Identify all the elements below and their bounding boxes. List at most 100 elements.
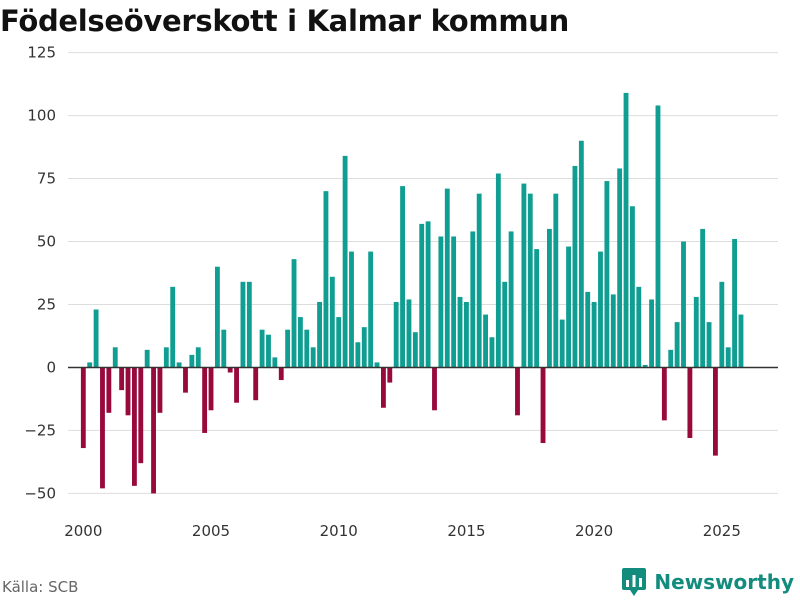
bar[interactable] <box>266 334 271 368</box>
bar[interactable] <box>380 367 386 408</box>
bar[interactable] <box>572 165 578 368</box>
bar[interactable] <box>329 276 335 368</box>
bar[interactable] <box>642 364 648 368</box>
bar[interactable] <box>272 357 278 368</box>
bar[interactable] <box>457 296 463 368</box>
bar[interactable] <box>700 228 706 368</box>
bar[interactable] <box>259 329 265 368</box>
bar[interactable] <box>323 191 329 368</box>
bar[interactable] <box>451 236 457 368</box>
bar[interactable] <box>674 322 680 368</box>
bar[interactable] <box>183 367 188 393</box>
bar[interactable] <box>598 251 603 368</box>
bar[interactable] <box>508 231 514 368</box>
brand-logo[interactable]: Newsworthy <box>622 568 794 596</box>
bar[interactable] <box>349 251 354 368</box>
bar[interactable] <box>732 238 738 368</box>
bar[interactable] <box>489 337 495 368</box>
bar[interactable] <box>151 367 156 494</box>
bar[interactable] <box>432 367 437 411</box>
bar[interactable] <box>668 349 674 368</box>
bar[interactable] <box>387 367 393 383</box>
bar[interactable] <box>100 367 105 489</box>
bar[interactable] <box>463 301 469 368</box>
bar[interactable] <box>253 367 259 401</box>
bar[interactable] <box>176 362 182 368</box>
bar[interactable] <box>304 329 310 368</box>
bar[interactable] <box>317 301 322 368</box>
bar[interactable] <box>681 241 686 368</box>
bar[interactable] <box>214 266 220 368</box>
bar[interactable] <box>534 249 540 368</box>
bar[interactable] <box>412 332 418 368</box>
bar[interactable] <box>610 294 616 368</box>
bar[interactable] <box>112 347 118 368</box>
bar[interactable] <box>234 367 239 403</box>
bar[interactable] <box>131 367 137 486</box>
bar[interactable] <box>521 183 527 368</box>
bar[interactable] <box>559 319 565 368</box>
bar[interactable] <box>578 140 584 368</box>
bar[interactable] <box>438 236 444 368</box>
bar[interactable] <box>725 347 731 368</box>
bar[interactable] <box>655 105 661 368</box>
bar[interactable] <box>470 231 476 368</box>
bar[interactable] <box>585 291 591 368</box>
bar[interactable] <box>106 367 112 413</box>
bar[interactable] <box>144 349 150 368</box>
bar[interactable] <box>502 281 508 368</box>
bar[interactable] <box>483 314 488 368</box>
bar[interactable] <box>157 367 163 413</box>
bar[interactable] <box>617 168 623 368</box>
bar[interactable] <box>208 367 214 411</box>
bar[interactable] <box>80 367 86 449</box>
bar[interactable] <box>87 362 93 368</box>
bar[interactable] <box>195 347 201 368</box>
bar[interactable] <box>374 362 380 368</box>
bar[interactable] <box>240 281 246 368</box>
bar[interactable] <box>361 327 367 368</box>
bar[interactable] <box>400 186 405 368</box>
bar[interactable] <box>202 367 208 433</box>
bar[interactable] <box>706 322 712 368</box>
bar[interactable] <box>336 317 342 368</box>
bar[interactable] <box>419 223 425 368</box>
bar[interactable] <box>623 92 629 368</box>
bar[interactable] <box>291 259 297 368</box>
bar[interactable] <box>368 251 374 368</box>
bar[interactable] <box>719 281 725 368</box>
bar[interactable] <box>630 206 635 368</box>
bar[interactable] <box>444 188 450 368</box>
bar[interactable] <box>119 367 125 391</box>
bar[interactable] <box>515 367 520 416</box>
bar[interactable] <box>661 367 667 421</box>
bar[interactable] <box>138 367 144 464</box>
bar[interactable] <box>393 301 399 368</box>
bar[interactable] <box>540 367 546 444</box>
bar[interactable] <box>355 342 361 368</box>
bar[interactable] <box>495 173 501 368</box>
bar[interactable] <box>285 329 291 368</box>
bar[interactable] <box>163 347 169 368</box>
bar[interactable] <box>649 299 654 368</box>
bar[interactable] <box>406 299 412 368</box>
bar[interactable] <box>591 301 597 368</box>
bar[interactable] <box>425 221 431 368</box>
bar[interactable] <box>527 193 533 368</box>
bar[interactable] <box>221 329 227 368</box>
bar[interactable] <box>278 367 284 381</box>
bar[interactable] <box>566 246 571 368</box>
bar[interactable] <box>246 281 252 368</box>
bar[interactable] <box>125 367 131 416</box>
bar[interactable] <box>297 317 303 368</box>
bar[interactable] <box>546 228 552 368</box>
bar[interactable] <box>342 155 348 368</box>
bar[interactable] <box>604 181 610 368</box>
bar[interactable] <box>693 296 699 368</box>
bar[interactable] <box>476 193 482 368</box>
bar[interactable] <box>687 367 693 438</box>
bar[interactable] <box>170 286 176 368</box>
bar[interactable] <box>227 367 233 373</box>
bar[interactable] <box>738 314 744 368</box>
bar[interactable] <box>553 193 559 368</box>
